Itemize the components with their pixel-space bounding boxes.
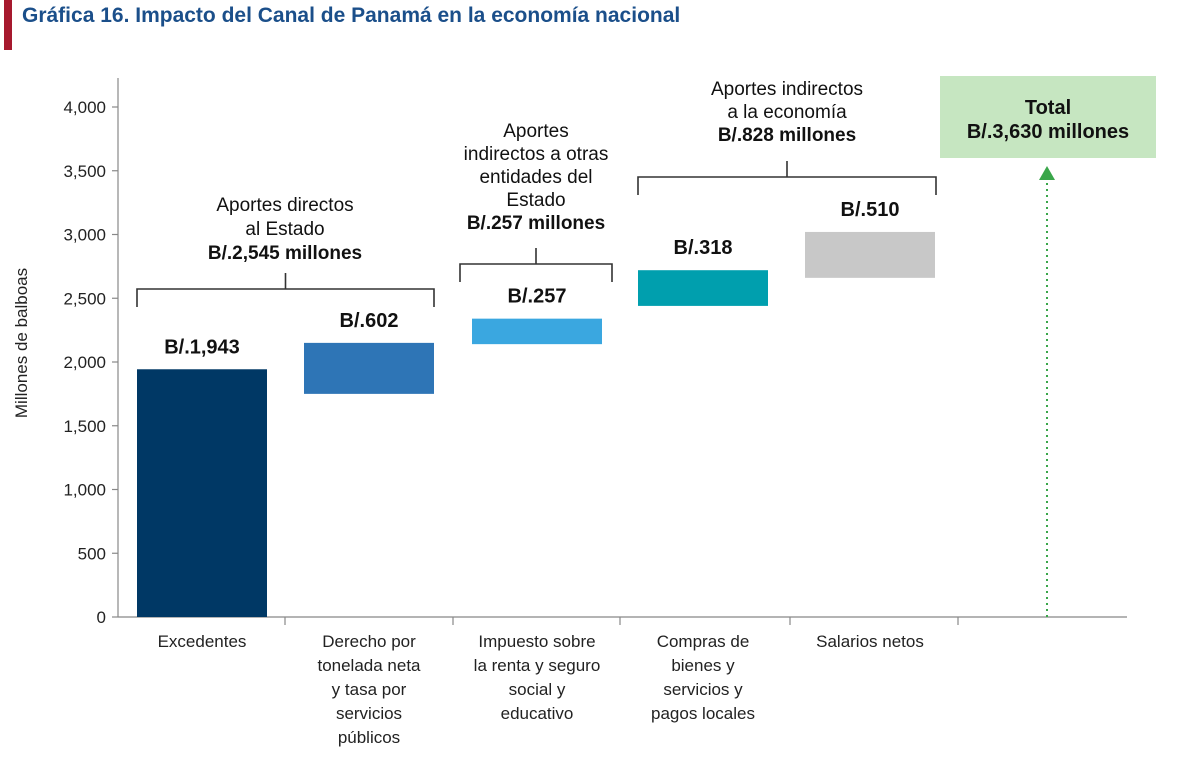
y-axis-label: Millones de balboas <box>12 268 31 418</box>
chart-title: Gráfica 16. Impacto del Canal de Panamá … <box>22 4 681 27</box>
x-category-label: social y <box>509 680 566 699</box>
group-annotation-line: indirectos a otras <box>464 144 609 165</box>
x-category-label: Impuesto sobre <box>478 632 595 651</box>
y-tick-label: 500 <box>78 544 106 563</box>
bar-value-label: B/.602 <box>340 310 399 332</box>
bar-value-label: B/.1,943 <box>164 336 240 358</box>
y-tick-label: 3,000 <box>63 226 106 245</box>
x-category-label: Salarios netos <box>816 632 924 651</box>
group-annotation-line: Estado <box>506 190 565 211</box>
x-category-label: Compras de <box>657 632 750 651</box>
x-category-label: tonelada neta <box>317 656 421 675</box>
total-value: B/.3,630 millones <box>967 121 1129 143</box>
group-annotation-line: Aportes directos <box>216 195 353 216</box>
group-bracket <box>637 161 937 195</box>
x-category-label: la renta y seguro <box>474 656 601 675</box>
x-category-label: pagos locales <box>651 704 755 723</box>
group-annotation-line: al Estado <box>245 219 324 240</box>
group-annotation-line: entidades del <box>479 167 592 188</box>
group-annotation-total: B/.257 millones <box>467 213 605 234</box>
y-tick-label: 2,500 <box>63 289 106 308</box>
title-accent-bar <box>4 0 12 50</box>
bar <box>137 369 267 617</box>
bar <box>805 231 935 278</box>
x-category-label: públicos <box>338 728 400 747</box>
x-category-label: servicios <box>336 704 402 723</box>
group-annotation-line: Aportes indirectos <box>711 79 863 100</box>
total-box <box>940 76 1156 158</box>
y-tick-label: 0 <box>97 608 106 627</box>
group-annotation-line: a la economía <box>727 102 847 123</box>
group-annotation-total: B/.2,545 millones <box>208 243 362 264</box>
bar <box>304 342 434 394</box>
x-category-label: educativo <box>501 704 574 723</box>
group-bracket <box>459 248 613 282</box>
bar-value-label: B/.510 <box>841 199 900 221</box>
x-category-label: servicios y <box>663 680 743 699</box>
y-tick-label: 4,000 <box>63 98 106 117</box>
y-tick-label: 1,000 <box>63 481 106 500</box>
x-category-label: y tasa por <box>332 680 407 699</box>
group-annotation-line: Aportes <box>503 121 568 142</box>
y-tick-label: 1,500 <box>63 417 106 436</box>
x-category-label: Excedentes <box>158 632 247 651</box>
bar <box>472 318 602 345</box>
x-category-label: Derecho por <box>322 632 416 651</box>
group-annotation-total: B/.828 millones <box>718 125 856 146</box>
total-arrow-head <box>1039 166 1055 180</box>
bar-value-label: B/.257 <box>508 286 567 308</box>
bar <box>638 270 768 306</box>
y-tick-label: 2,000 <box>63 353 106 372</box>
y-tick-label: 3,500 <box>63 162 106 181</box>
x-category-label: bienes y <box>671 656 735 675</box>
group-bracket <box>136 273 435 307</box>
bar-value-label: B/.318 <box>674 237 733 259</box>
total-label: Total <box>1025 97 1071 119</box>
